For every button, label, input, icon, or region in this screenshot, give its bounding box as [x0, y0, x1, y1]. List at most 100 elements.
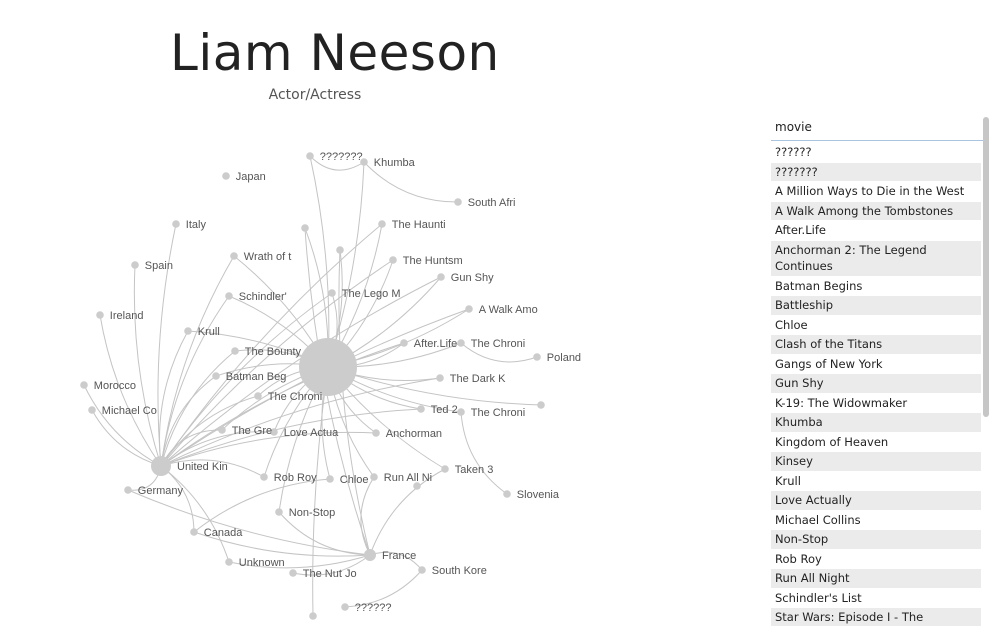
country-node-label: ??????: [355, 602, 392, 614]
movie-list[interactable]: ????????????? A Million Ways to Die in th…: [771, 143, 981, 626]
country-node[interactable]: [151, 456, 171, 476]
movie-node[interactable]: [336, 246, 344, 254]
movie-node[interactable]: [457, 408, 465, 416]
movie-list-item[interactable]: Batman Begins: [771, 277, 981, 296]
movie-list-item[interactable]: Anchorman 2: The Legend Continues: [771, 240, 981, 277]
movie-node[interactable]: [400, 339, 408, 347]
movie-list-item[interactable]: Chloe: [771, 316, 981, 335]
movie-list-item[interactable]: Run All Night: [771, 569, 981, 589]
movie-node-label: Gun Shy: [451, 272, 494, 284]
movie-list-item[interactable]: Khumba: [771, 413, 981, 433]
movie-list-item[interactable]: A Walk Among the Tombstones: [771, 201, 981, 221]
movie-node[interactable]: [275, 508, 283, 516]
movie-list-item[interactable]: Michael Collins: [771, 511, 981, 530]
country-node[interactable]: [364, 549, 376, 561]
edge-movie-country: [193, 478, 331, 533]
movie-node-label: Schindler': [239, 291, 287, 303]
movie-node[interactable]: [389, 256, 397, 264]
movie-node[interactable]: [309, 612, 317, 620]
country-node[interactable]: [96, 311, 104, 319]
country-node[interactable]: [80, 381, 88, 389]
movie-list-item[interactable]: After.Life: [771, 221, 981, 241]
country-node[interactable]: [360, 158, 368, 166]
movie-list-item[interactable]: K-19: The Widowmaker: [771, 394, 981, 413]
center-node-actor[interactable]: [299, 338, 357, 396]
movie-node[interactable]: [378, 220, 386, 228]
movie-node[interactable]: [301, 224, 309, 232]
country-node[interactable]: [289, 569, 297, 577]
movie-list-item[interactable]: Gangs of New York: [771, 355, 981, 374]
movie-node[interactable]: [230, 252, 238, 260]
country-node[interactable]: [503, 490, 511, 498]
movie-node[interactable]: [270, 428, 278, 436]
movie-list-item[interactable]: Star Wars: Episode I - The Phantom Menac…: [771, 608, 981, 626]
country-node-label: Ireland: [110, 310, 144, 322]
country-node[interactable]: [225, 558, 233, 566]
edge-movie-country: [160, 276, 442, 467]
network-graph[interactable]: ??????? The Haunti The Huntsm Gun Shy A Walk…: [0, 0, 760, 626]
movie-node[interactable]: [465, 305, 473, 313]
edge-movie-country: [160, 408, 422, 467]
country-node[interactable]: [88, 406, 96, 414]
edge-country-country: [83, 384, 162, 467]
movie-node[interactable]: [225, 292, 233, 300]
country-node-label: Canada: [204, 527, 243, 539]
movie-node[interactable]: [306, 152, 314, 160]
country-node[interactable]: [533, 353, 541, 361]
movie-node[interactable]: [231, 347, 239, 355]
page-title: Liam Neeson: [170, 24, 500, 82]
country-node[interactable]: [131, 261, 139, 269]
movie-list-item[interactable]: ??????: [771, 143, 981, 163]
movie-node[interactable]: [436, 374, 444, 382]
country-node-label: Germany: [138, 485, 184, 497]
edge-country-country: [99, 314, 162, 467]
movie-list-item[interactable]: Kinsey: [771, 452, 981, 472]
movie-filter-input[interactable]: [771, 114, 987, 141]
movie-node-label: The Dark K: [450, 373, 506, 385]
movie-node[interactable]: [370, 473, 378, 481]
country-node[interactable]: [124, 486, 132, 494]
country-node-label: Unknown: [239, 557, 285, 569]
movie-node[interactable]: [437, 273, 445, 281]
country-node[interactable]: [190, 528, 198, 536]
edge-center-movie: [309, 155, 330, 368]
movie-list-item[interactable]: Gun Shy: [771, 374, 981, 394]
movie-node[interactable]: [184, 327, 192, 335]
edge-movie-country: [460, 411, 508, 495]
edge-movie-country: [160, 342, 405, 467]
movie-node-label: The Chroni: [471, 338, 525, 350]
country-node-label: Poland: [547, 352, 581, 364]
movie-list-item[interactable]: A Million Ways to Die in the West: [771, 182, 981, 202]
list-scrollbar[interactable]: [983, 117, 989, 417]
country-node-label: South Afri: [468, 197, 516, 209]
movie-node[interactable]: [413, 482, 421, 490]
movie-node[interactable]: [441, 465, 449, 473]
movie-list-item[interactable]: Rob Roy: [771, 550, 981, 569]
movie-node[interactable]: [212, 372, 220, 380]
movie-list-item[interactable]: Battleship: [771, 296, 981, 316]
movie-list-item[interactable]: Schindler's List: [771, 589, 981, 608]
country-node[interactable]: [341, 603, 349, 611]
movie-node[interactable]: [537, 401, 545, 409]
movie-list-item[interactable]: Krull: [771, 472, 981, 491]
edge-movie-country: [363, 161, 459, 203]
movie-list-item[interactable]: Kingdom of Heaven: [771, 433, 981, 452]
movie-node-label: Krull: [198, 326, 220, 338]
movie-node[interactable]: [417, 405, 425, 413]
country-node[interactable]: [454, 198, 462, 206]
country-node-label: The Nut Jo: [303, 568, 357, 580]
movie-list-item[interactable]: Love Actually: [771, 491, 981, 511]
country-node[interactable]: [418, 566, 426, 574]
movie-list-item[interactable]: Clash of the Titans: [771, 335, 981, 355]
movie-list-item[interactable]: Non-Stop: [771, 530, 981, 550]
movie-node[interactable]: [328, 289, 336, 297]
movie-node[interactable]: [457, 339, 465, 347]
movie-node[interactable]: [326, 475, 334, 483]
country-node[interactable]: [222, 172, 230, 180]
movie-node[interactable]: [218, 426, 226, 434]
country-node[interactable]: [172, 220, 180, 228]
movie-node[interactable]: [260, 473, 268, 481]
movie-node[interactable]: [372, 429, 380, 437]
movie-list-item[interactable]: ???????: [771, 162, 981, 182]
movie-node[interactable]: [254, 392, 262, 400]
